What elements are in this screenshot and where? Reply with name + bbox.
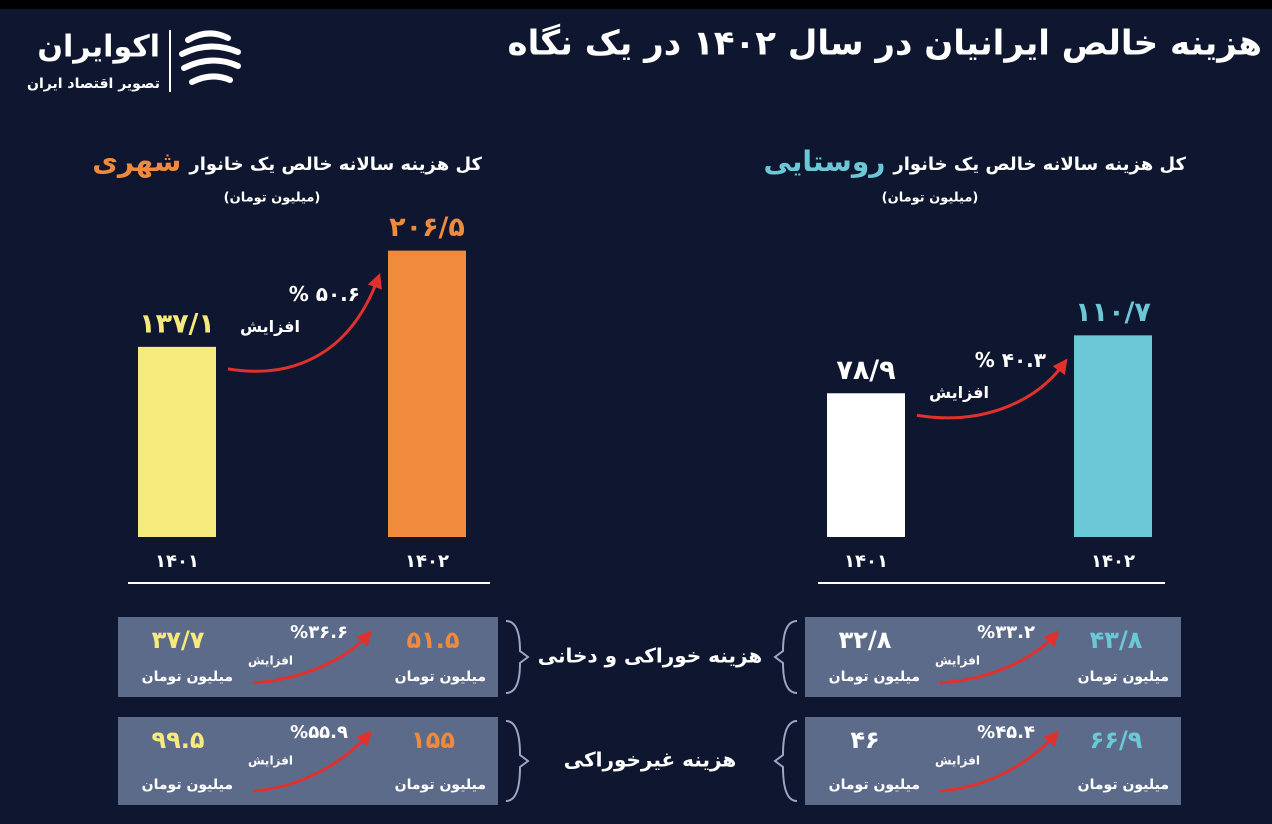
unit: میلیون تومان [829, 777, 920, 793]
value-1401: ۴۶ [850, 726, 879, 754]
value-label: ۷۸/۹ [836, 355, 895, 386]
value-1402: ۵۱.۵ [406, 626, 459, 654]
logo: اکوایران تصویر اقتصاد ایران [27, 30, 241, 92]
value-label: ۲۰۶/۵ [389, 212, 465, 243]
unit: میلیون تومان [395, 777, 486, 793]
logo-tagline: تصویر اقتصاد ایران [27, 76, 160, 92]
chart-title-highlight: روستایی [764, 145, 886, 178]
increase-label: افزایش [248, 654, 293, 668]
increase-label: افزایش [929, 383, 989, 402]
chart-title: کل هزینه سالانه خالص یک خانوار [188, 154, 482, 175]
increase-percent: %۳۶.۶ [290, 622, 348, 643]
chart-title: کل هزینه سالانه خالص یک خانوار [892, 154, 1186, 175]
comparison-box [805, 717, 1181, 805]
increase-label: افزایش [240, 317, 300, 336]
bracket [505, 620, 530, 694]
increase-percent: % ۴۰.۳ [975, 348, 1046, 372]
value-1402: ۴۳/۸ [1090, 626, 1143, 654]
x-tick-label: ۱۴۰۲ [1091, 551, 1135, 572]
increase-arrow [916, 358, 1068, 420]
increase-arrow [252, 630, 373, 685]
increase-arrow [252, 730, 373, 793]
x-tick-label: ۱۴۰۱ [844, 551, 888, 572]
x-tick-label: ۱۴۰۱ [155, 551, 199, 572]
bracket [505, 720, 530, 802]
bar [827, 393, 905, 537]
value-1402: ۶۶/۹ [1090, 726, 1143, 754]
bar-chart: کل هزینه سالانه خالص یک خانوار روستایی (می… [764, 145, 1187, 584]
unit: میلیون تومان [395, 669, 486, 685]
value-1401: ۳۷/۷ [152, 626, 205, 654]
chart-title-highlight: شهری [92, 145, 181, 178]
bracket [773, 620, 798, 694]
bar [1074, 335, 1152, 537]
unit: میلیون تومان [829, 669, 920, 685]
x-tick-label: ۱۴۰۲ [405, 551, 449, 572]
value-1402: ۱۵۵ [411, 726, 455, 754]
bar [138, 346, 216, 537]
unit: میلیون تومان [1078, 669, 1169, 685]
chart-subtitle: (میلیون تومان) [224, 191, 321, 206]
value-label: ۱۱۰/۷ [1075, 297, 1151, 328]
row-label: هزینه خوراکی و دخانی [538, 644, 763, 668]
increase-label: افزایش [935, 754, 980, 768]
logo-name: اکوایران [37, 30, 160, 65]
bracket [773, 720, 798, 802]
logo-icon [179, 30, 241, 85]
increase-label: افزایش [248, 754, 293, 768]
increase-arrow [939, 730, 1060, 793]
chart-subtitle: (میلیون تومان) [882, 191, 979, 206]
increase-percent: %۴۵.۴ [977, 722, 1035, 743]
increase-arrow [939, 630, 1060, 685]
value-1401: ۳۲/۸ [839, 626, 892, 654]
comparison-row: هزینه غیرخوراکی ۱۵۵ میلیون تومان ۹۹.۵ میلیون… [118, 717, 1181, 805]
bar-chart: کل هزینه سالانه خالص یک خانوار شهری (میلیو… [92, 145, 490, 584]
comparison-box [118, 617, 498, 697]
increase-percent: %۳۳.۲ [977, 622, 1035, 643]
increase-percent: %۵۵.۹ [290, 722, 348, 743]
page-title: هزینه خالص ایرانیان در سال ۱۴۰۲ در یک نگ… [508, 24, 1263, 64]
increase-percent: % ۵۰.۶ [289, 282, 360, 306]
unit: میلیون تومان [142, 669, 233, 685]
unit: میلیون تومان [142, 777, 233, 793]
comparison-box [118, 717, 498, 805]
comparison-box [805, 617, 1181, 697]
value-1401: ۹۹.۵ [151, 726, 204, 754]
comparison-row: هزینه خوراکی و دخانی ۵۱.۵ میلیون تومان ۳۷/۷… [118, 617, 1181, 697]
increase-arrow [227, 273, 382, 373]
increase-label: افزایش [935, 654, 980, 668]
unit: میلیون تومان [1078, 777, 1169, 793]
row-label: هزینه غیرخوراکی [564, 748, 737, 772]
value-label: ۱۳۷/۱ [139, 308, 215, 339]
top-bar [0, 0, 1272, 9]
bar [388, 250, 466, 538]
